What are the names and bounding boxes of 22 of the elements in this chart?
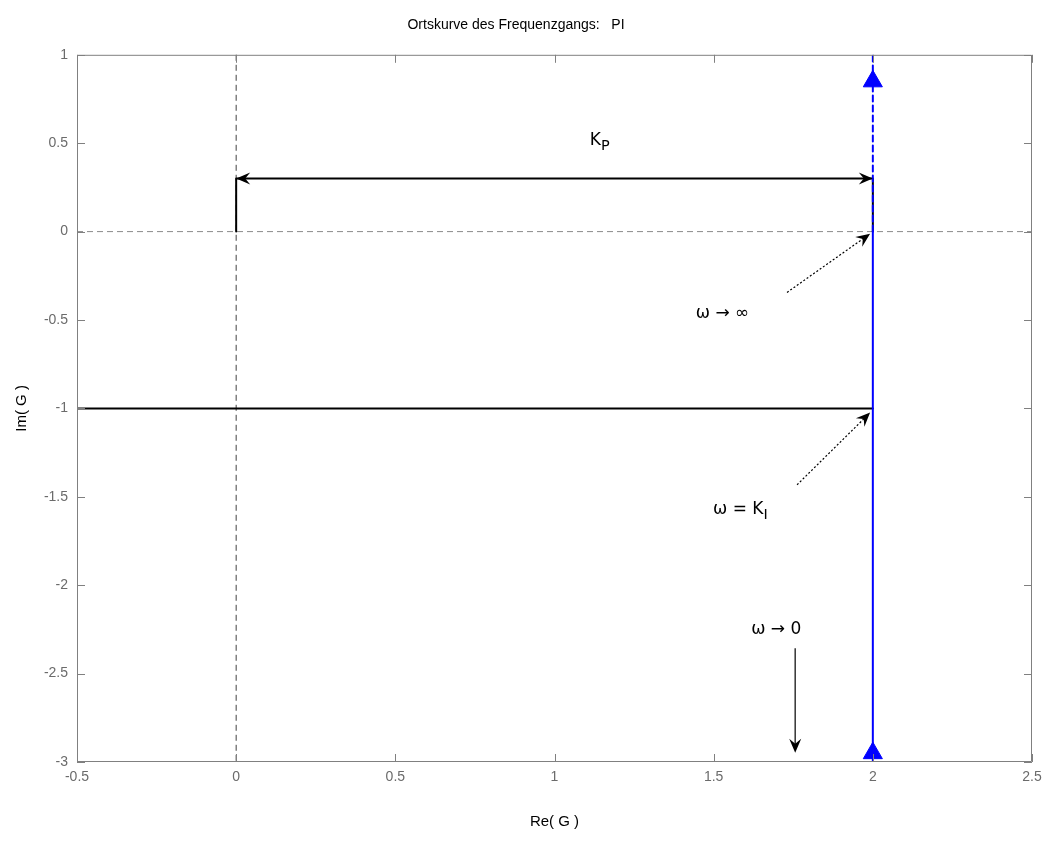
y-tick-label: -1 <box>55 399 69 416</box>
y-tick-label: 1 <box>60 45 69 62</box>
annotation: ω = K$_{I}$ <box>713 498 768 523</box>
chart-title: Ortskurve des Frequenzgangs: PI <box>407 16 625 33</box>
annotation: K$_{P}$ <box>589 128 610 153</box>
y-tick-label: -0.5 <box>43 310 69 327</box>
x-axis-title: Re( G ) <box>529 812 580 830</box>
y-tick-label: -1.5 <box>43 487 69 504</box>
x-tick-label: 2.5 <box>1022 768 1042 785</box>
annotation: ω → ∞ <box>695 301 750 322</box>
x-tick-label: 0 <box>232 768 241 785</box>
y-tick-label: -2 <box>55 576 69 593</box>
x-tick-label: 1.5 <box>703 768 724 785</box>
y-tick-label: -2.5 <box>43 664 69 681</box>
y-axis-title: Im( G ) <box>12 385 30 432</box>
annotation: ω → 0 <box>751 618 802 638</box>
y-tick-label: -3 <box>55 752 69 769</box>
x-tick-label: 0.5 <box>385 768 406 785</box>
y-tick-label: 0 <box>60 222 69 239</box>
y-tick-label: 0.5 <box>48 134 69 151</box>
x-tick-label: 1 <box>550 768 559 785</box>
x-tick-label: 2 <box>868 768 877 785</box>
